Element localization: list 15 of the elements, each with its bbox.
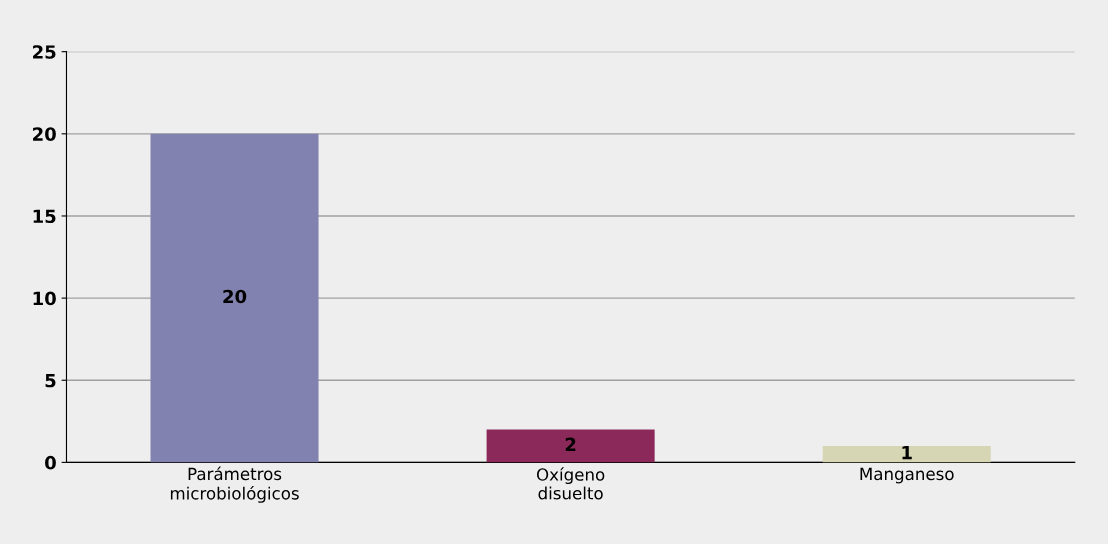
data-label: 20 bbox=[223, 289, 247, 304]
bar bbox=[486, 429, 655, 463]
y-tick-label: 25 bbox=[33, 45, 56, 59]
y-tick-label: 10 bbox=[33, 291, 56, 306]
y-tick-label: 15 bbox=[33, 209, 56, 224]
data-label: 2 bbox=[565, 437, 576, 451]
x-tick-label: Parámetros microbiológicos bbox=[170, 466, 299, 503]
y-tick-label: 0 bbox=[45, 455, 56, 470]
data-label: 1 bbox=[902, 446, 912, 460]
y-tick-label: 5 bbox=[45, 373, 56, 388]
y-tick-label: 20 bbox=[33, 127, 56, 141]
x-tick-label: Manganeso bbox=[860, 467, 954, 484]
bar bbox=[822, 445, 991, 463]
x-tick-label: Oxígeno disuelto bbox=[536, 467, 605, 500]
bar bbox=[150, 133, 319, 463]
